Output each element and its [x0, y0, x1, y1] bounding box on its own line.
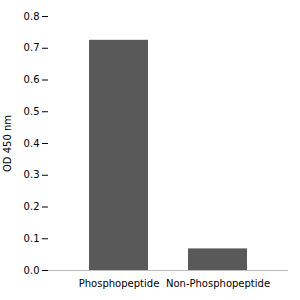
svg-text:OD 450 nm: OD 450 nm: [2, 115, 13, 172]
svg-text:0.6: 0.6: [24, 74, 40, 85]
svg-text:0.7: 0.7: [24, 42, 40, 53]
svg-text:0.4: 0.4: [24, 138, 40, 149]
svg-text:0.5: 0.5: [24, 106, 40, 117]
svg-text:Phosphopeptide: Phosphopeptide: [79, 278, 160, 289]
svg-text:0.1: 0.1: [24, 233, 40, 244]
svg-text:Non-Phosphopeptide: Non-Phosphopeptide: [166, 278, 270, 289]
svg-text:0.3: 0.3: [24, 169, 40, 180]
svg-text:0.2: 0.2: [24, 201, 40, 212]
svg-text:0.8: 0.8: [24, 11, 40, 22]
svg-text:0.0: 0.0: [24, 265, 40, 276]
